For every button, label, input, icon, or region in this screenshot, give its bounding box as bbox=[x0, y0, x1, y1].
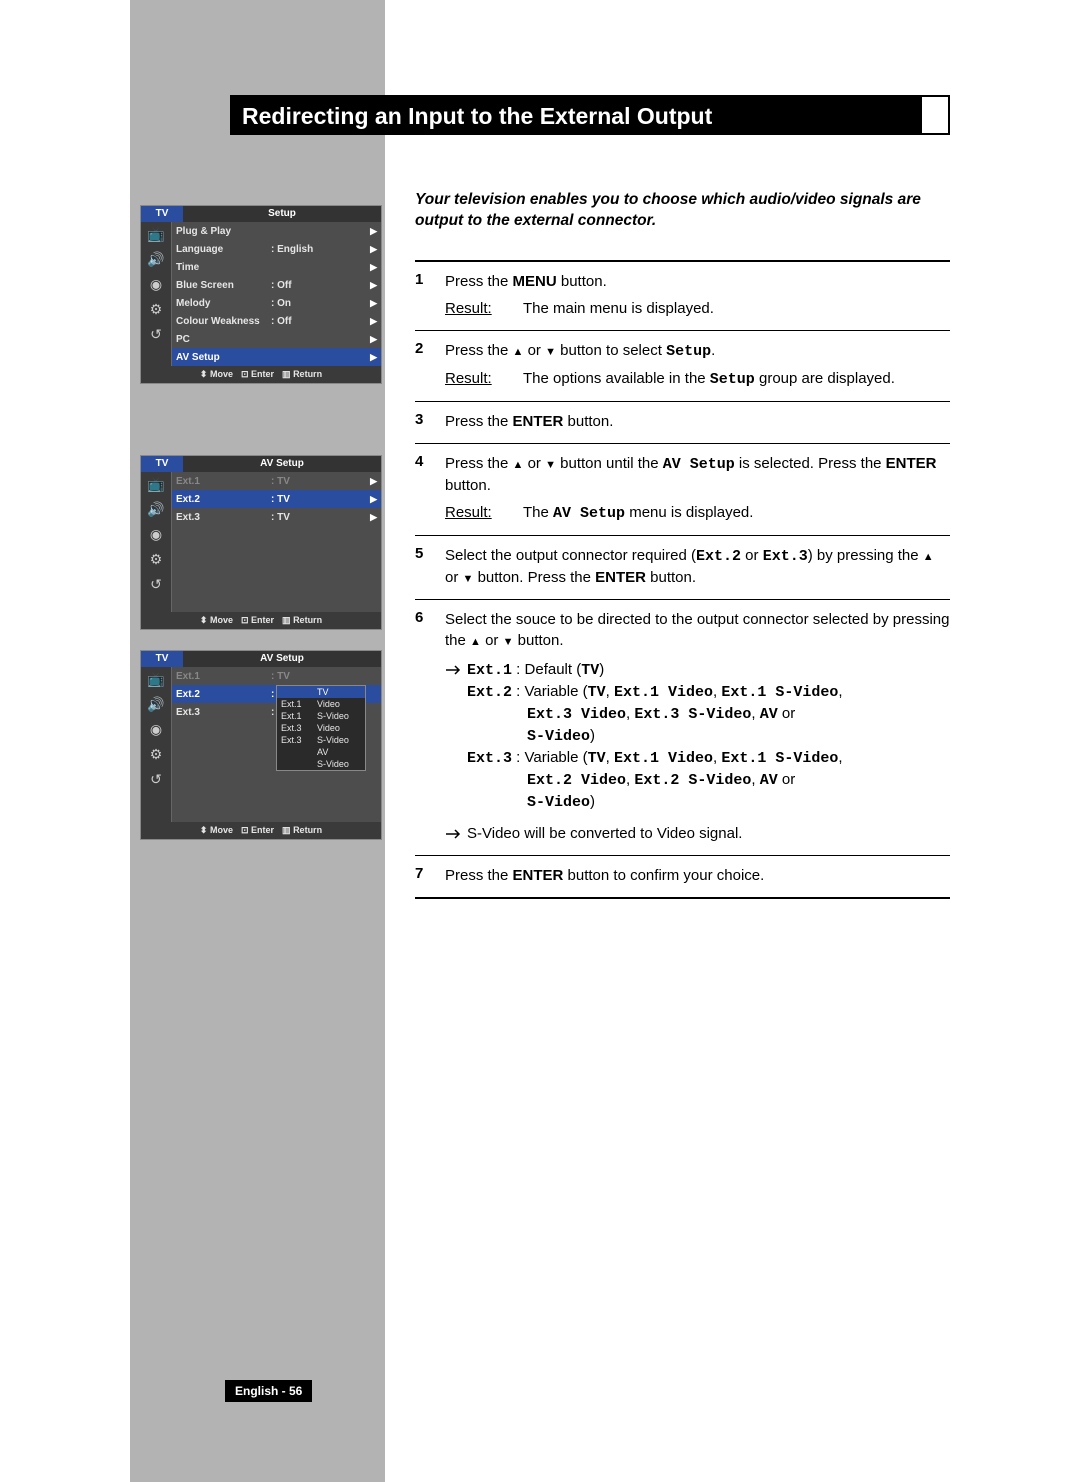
up-arrow-icon bbox=[513, 455, 524, 472]
enter-hint: ⊡ Enter bbox=[241, 825, 274, 836]
menu-title: AV Setup bbox=[183, 456, 381, 472]
instruction-steps: 1 Press the MENU button. Result:The main… bbox=[415, 260, 950, 899]
menu-title: Setup bbox=[183, 206, 381, 222]
step-4: 4 Press the or button until the AV Setup… bbox=[415, 444, 950, 536]
setup-icon: ⚙ bbox=[141, 742, 171, 767]
dropdown-options: TVExt.1VideoExt.1S-VideoExt.3VideoExt.3S… bbox=[276, 685, 366, 771]
down-arrow-icon bbox=[545, 342, 556, 359]
dropdown-option: Ext.1Video bbox=[277, 698, 365, 710]
step-6: 6 Select the souce to be directed to the… bbox=[415, 600, 950, 856]
dropdown-option: Ext.1S-Video bbox=[277, 710, 365, 722]
dropdown-option: TV bbox=[277, 686, 365, 698]
setup-icon: ⚙ bbox=[141, 297, 171, 322]
tv-label: TV bbox=[141, 651, 183, 667]
page-title: Redirecting an Input to the External Out… bbox=[232, 97, 948, 136]
tv-label: TV bbox=[141, 456, 183, 472]
sound-icon: 🔊 bbox=[141, 497, 171, 522]
down-arrow-icon bbox=[503, 632, 514, 649]
return-hint: ▥ Return bbox=[282, 825, 322, 836]
dropdown-option: S-Video bbox=[277, 758, 365, 770]
enter-hint: ⊡ Enter bbox=[241, 615, 274, 626]
channel-icon: ◉ bbox=[141, 717, 171, 742]
picture-icon: 📺 bbox=[141, 222, 171, 247]
menu-row: Melody: On▶ bbox=[172, 294, 381, 312]
menu-row: Ext.1: TV bbox=[172, 667, 381, 685]
tv-menu-setup: TV Setup 📺 🔊 ◉ ⚙ ↺ Plug & Play▶Language:… bbox=[140, 205, 382, 384]
enter-hint: ⊡ Enter bbox=[241, 369, 274, 380]
sound-icon: 🔊 bbox=[141, 247, 171, 272]
input-icon: ↺ bbox=[141, 572, 171, 597]
picture-icon: 📺 bbox=[141, 667, 171, 692]
setup-icon: ⚙ bbox=[141, 547, 171, 572]
picture-icon: 📺 bbox=[141, 472, 171, 497]
intro-text: Your television enables you to choose wh… bbox=[415, 190, 945, 232]
pointer-icon bbox=[445, 659, 467, 813]
up-arrow-icon bbox=[470, 632, 481, 649]
dropdown-option: Ext.3Video bbox=[277, 722, 365, 734]
step-1: 1 Press the MENU button. Result:The main… bbox=[415, 260, 950, 331]
return-hint: ▥ Return bbox=[282, 369, 322, 380]
channel-icon: ◉ bbox=[141, 272, 171, 297]
move-hint: ⬍ Move bbox=[200, 615, 233, 626]
step-7: 7 Press the ENTER button to confirm your… bbox=[415, 856, 950, 899]
step-5: 5 Select the output connector required (… bbox=[415, 536, 950, 600]
menu-row: Ext.2: TV▶ bbox=[172, 490, 381, 508]
menu-row: Colour Weakness: Off▶ bbox=[172, 312, 381, 330]
move-hint: ⬍ Move bbox=[200, 825, 233, 836]
pointer-icon bbox=[445, 823, 467, 844]
tv-label: TV bbox=[141, 206, 183, 222]
move-hint: ⬍ Move bbox=[200, 369, 233, 380]
dropdown-option: AV bbox=[277, 746, 365, 758]
down-arrow-icon bbox=[463, 569, 474, 586]
step-2: 2 Press the or button to select Setup. R… bbox=[415, 331, 950, 402]
tv-menu-avsetup-options: TV AV Setup 📺 🔊 ◉ ⚙ ↺ Ext.1: TVExt.2:Ext… bbox=[140, 650, 382, 840]
dropdown-option: Ext.3S-Video bbox=[277, 734, 365, 746]
return-hint: ▥ Return bbox=[282, 615, 322, 626]
menu-row: Blue Screen: Off▶ bbox=[172, 276, 381, 294]
menu-row: Ext.3: TV▶ bbox=[172, 508, 381, 526]
menu-row: Language: English▶ bbox=[172, 240, 381, 258]
up-arrow-icon bbox=[513, 342, 524, 359]
menu-row: AV Setup▶ bbox=[172, 348, 381, 366]
sound-icon: 🔊 bbox=[141, 692, 171, 717]
down-arrow-icon bbox=[545, 455, 556, 472]
menu-title: AV Setup bbox=[183, 651, 381, 667]
input-icon: ↺ bbox=[141, 767, 171, 792]
page-title-bar: Redirecting an Input to the External Out… bbox=[230, 95, 950, 135]
menu-row: Plug & Play▶ bbox=[172, 222, 381, 240]
menu-row: PC▶ bbox=[172, 330, 381, 348]
step-3: 3 Press the ENTER button. bbox=[415, 402, 950, 444]
up-arrow-icon bbox=[923, 547, 934, 564]
menu-row: Ext.1: TV▶ bbox=[172, 472, 381, 490]
page-number: English - 56 bbox=[225, 1380, 312, 1402]
title-bar-cap bbox=[922, 97, 948, 133]
menu-row: Time▶ bbox=[172, 258, 381, 276]
channel-icon: ◉ bbox=[141, 522, 171, 547]
tv-menu-avsetup: TV AV Setup 📺 🔊 ◉ ⚙ ↺ Ext.1: TV▶Ext.2: T… bbox=[140, 455, 382, 630]
input-icon: ↺ bbox=[141, 322, 171, 347]
